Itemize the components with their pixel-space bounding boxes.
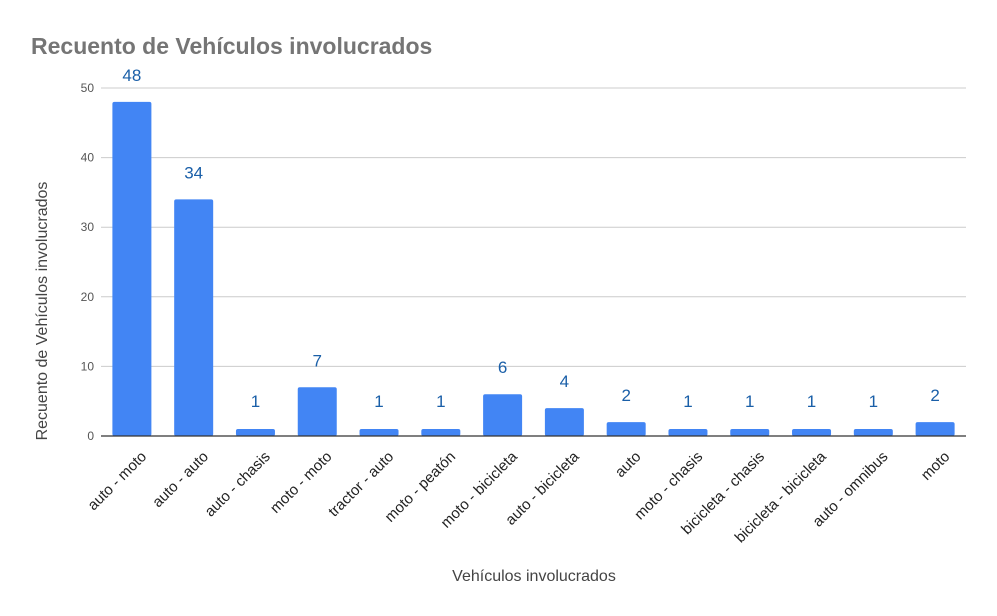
- y-tick-label: 20: [81, 290, 95, 304]
- data-label: 1: [436, 392, 445, 411]
- bar: [915, 422, 955, 436]
- y-axis-ticks: 0 10 20 30 40 50: [81, 81, 95, 443]
- y-tick-label: 10: [81, 359, 95, 373]
- data-label: 7: [313, 351, 322, 370]
- data-label: 1: [374, 392, 383, 411]
- data-label: 1: [683, 392, 692, 411]
- x-tick-label: auto - moto: [84, 448, 150, 514]
- x-tick-label: auto - chasis: [202, 448, 274, 520]
- bar: [174, 199, 214, 436]
- bar: [297, 387, 337, 436]
- x-axis-title: Vehículos involucrados: [452, 568, 616, 585]
- data-label: 2: [621, 386, 630, 405]
- y-axis-title: Recuento de Vehículos involucrados: [34, 182, 51, 441]
- bar: [235, 429, 275, 436]
- gridlines: [101, 87, 966, 367]
- y-tick-label: 0: [87, 429, 94, 443]
- data-label: 1: [869, 392, 878, 411]
- bar: [730, 429, 770, 436]
- bar: [483, 394, 523, 436]
- bar: [112, 101, 152, 437]
- data-label: 1: [251, 392, 260, 411]
- bar: [606, 422, 646, 436]
- bar: [792, 429, 832, 436]
- x-tick-label: auto - auto: [149, 448, 212, 511]
- x-tick-label: moto - moto: [267, 448, 336, 517]
- y-tick-label: 40: [81, 151, 95, 165]
- data-label: 2: [930, 386, 939, 405]
- y-tick-label: 50: [81, 81, 95, 95]
- data-labels: 48 34 1 7 1 1 6 4 2 1 1 1 1 2: [122, 66, 939, 411]
- data-label: 1: [745, 392, 754, 411]
- bar: [359, 429, 399, 436]
- y-tick-label: 30: [81, 220, 95, 234]
- chart-title: Recuento de Vehículos involucrados: [31, 33, 432, 59]
- data-label: 1: [807, 392, 816, 411]
- data-label: 34: [184, 163, 203, 182]
- bar: [668, 429, 708, 436]
- bar: [853, 429, 893, 436]
- bar: [544, 408, 584, 436]
- data-label: 4: [560, 372, 569, 391]
- bars: [112, 101, 955, 437]
- data-label: 6: [498, 358, 507, 377]
- x-tick-label: auto: [612, 448, 645, 481]
- bar: [421, 429, 461, 436]
- x-tick-label: moto: [918, 448, 954, 484]
- data-label: 48: [122, 66, 141, 85]
